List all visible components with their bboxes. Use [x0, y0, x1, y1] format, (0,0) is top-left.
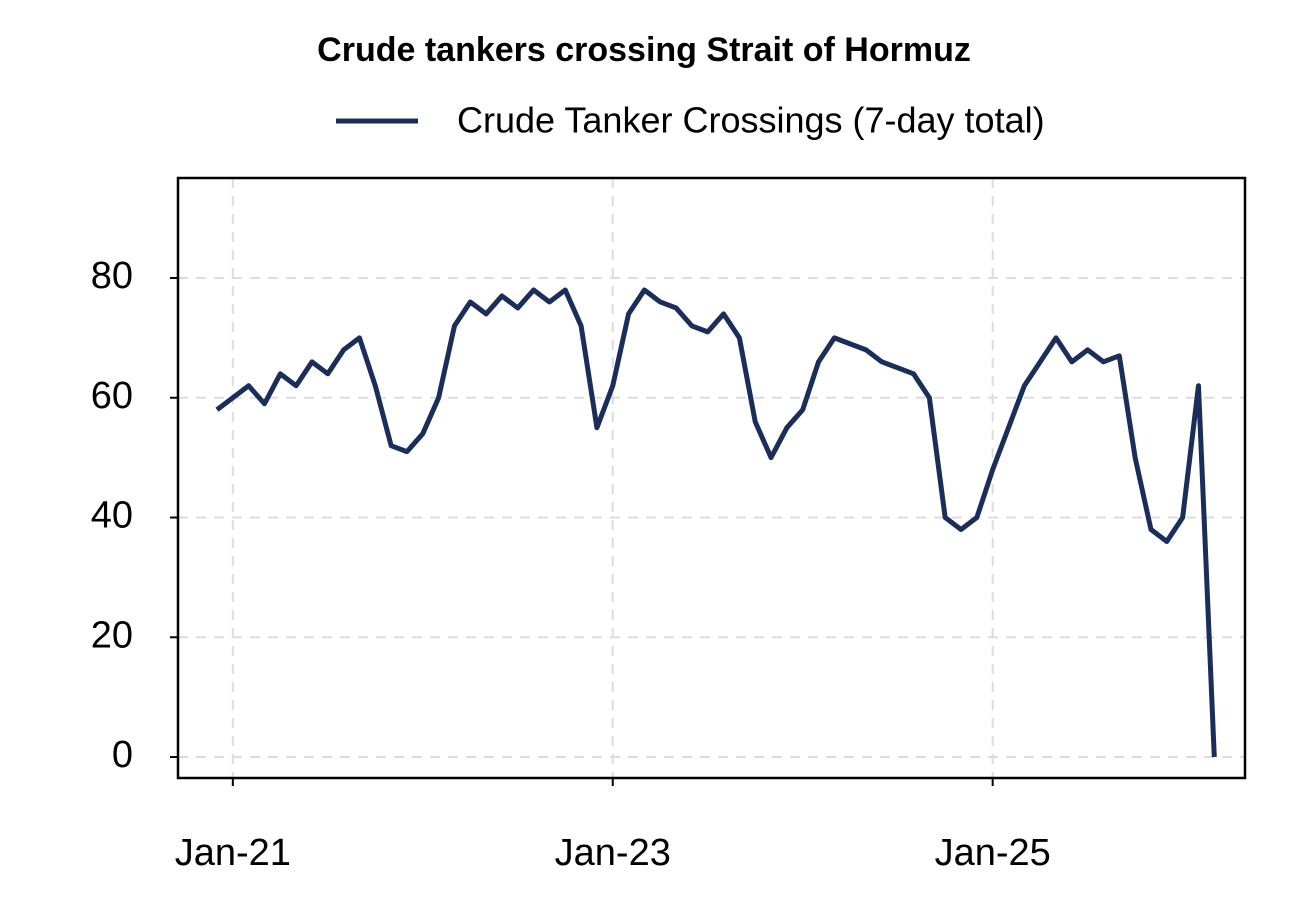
plot-area: 0 20 40 60 80 Jan-21 Jan-23 Jan-25	[91, 178, 1245, 874]
y-tick-label: 20	[91, 614, 133, 656]
x-tick-label: Jan-21	[175, 832, 291, 874]
x-tick-label: Jan-23	[555, 832, 671, 874]
data-line	[215, 287, 1217, 758]
legend-label: Crude Tanker Crossings (7-day total)	[457, 100, 1045, 141]
chart-title: Crude tankers crossing Strait of Hormuz	[317, 31, 971, 69]
y-tick-label: 80	[91, 255, 133, 297]
y-tick-label: 40	[91, 495, 133, 537]
y-tick-label: 0	[112, 734, 133, 776]
y-tick-label: 60	[91, 375, 133, 417]
plot-frame	[176, 176, 1247, 780]
x-tick-label: Jan-25	[935, 832, 1051, 874]
